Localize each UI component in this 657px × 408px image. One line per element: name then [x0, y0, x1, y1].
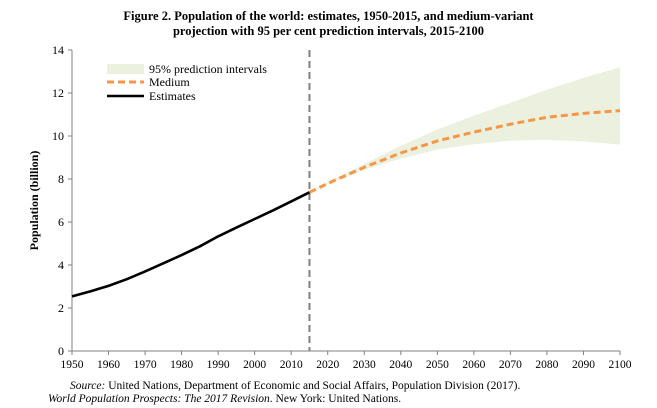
x-tick-label: 2100 — [609, 359, 632, 371]
x-tick-label: 1960 — [97, 359, 120, 371]
legend-label-estimates: Estimates — [149, 89, 196, 103]
y-axis-label: Population (billion) — [27, 151, 41, 251]
chart-title: Figure 2. Population of the world: estim… — [0, 9, 657, 39]
source-publication: World Population Prospects: The 2017 Rev… — [48, 393, 270, 405]
x-tick-label: 2090 — [572, 359, 595, 371]
x-tick-label: 1950 — [61, 359, 84, 371]
x-tick-label: 2030 — [353, 359, 376, 371]
source-line2: . New York: United Nations. — [269, 393, 402, 405]
x-tick-label: 2010 — [280, 359, 303, 371]
legend-label-interval: 95% prediction intervals — [149, 62, 267, 76]
x-tick-label: 1990 — [207, 359, 230, 371]
chart-title-line1: Figure 2. Population of the world: estim… — [123, 9, 534, 23]
medium-line — [308, 109, 621, 194]
x-tick-label: 2070 — [499, 359, 522, 371]
y-tick-label: 6 — [58, 215, 64, 229]
x-tick-label: 2000 — [243, 359, 266, 371]
legend-label-medium: Medium — [149, 75, 190, 89]
y-tick-label: 14 — [52, 43, 64, 57]
y-tick-label: 12 — [52, 86, 64, 100]
y-tick-label: 8 — [58, 172, 64, 186]
chart-title-line2: projection with 95 per cent prediction i… — [172, 24, 485, 38]
y-tick-label: 4 — [58, 258, 64, 272]
source-label: Source: — [70, 380, 106, 392]
x-tick-label: 2020 — [316, 359, 339, 371]
estimates-line — [71, 191, 311, 298]
x-tick-label: 2060 — [462, 359, 485, 371]
y-tick-label: 0 — [58, 344, 64, 358]
source-line1: United Nations, Department of Economic a… — [108, 380, 521, 392]
y-tick-label: 10 — [52, 129, 64, 143]
x-tick-label: 1970 — [134, 359, 157, 371]
y-tick-label: 2 — [58, 301, 64, 315]
source-note: Source: United Nations, Department of Ec… — [0, 380, 657, 406]
x-tick-label: 1980 — [170, 359, 193, 371]
x-tick-label: 2080 — [535, 359, 558, 371]
x-tick-label: 2050 — [426, 359, 449, 371]
prediction-interval-band — [309, 67, 620, 193]
legend-swatch-interval — [107, 64, 144, 74]
x-tick-label: 2040 — [389, 359, 412, 371]
